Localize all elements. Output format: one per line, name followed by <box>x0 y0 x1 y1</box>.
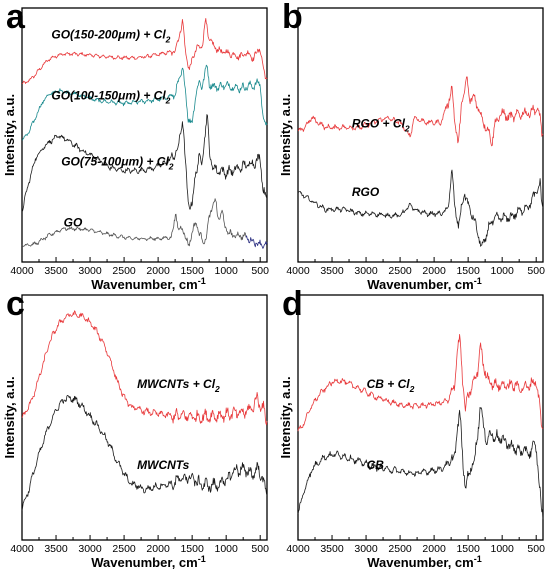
x-tick-label: 2500 <box>112 265 136 277</box>
plot-frame <box>21 7 268 263</box>
series-label: GO(100-150μm) + Cl2 <box>51 88 170 105</box>
x-tick-label: 500 <box>251 265 269 277</box>
x-tick-label: 3500 <box>44 265 68 277</box>
y-axis-title: Intensity, a.u. <box>2 376 17 458</box>
spectrum-line <box>21 64 268 141</box>
x-tick-label: 500 <box>527 265 545 277</box>
x-tick-label: 2000 <box>422 265 446 277</box>
x-tick-label: 1000 <box>214 543 238 555</box>
spectrum-line <box>297 333 544 432</box>
plot-frame <box>297 294 544 541</box>
x-tick-label: 1000 <box>490 543 514 555</box>
panel-letter: b <box>282 0 303 36</box>
x-tick-label: 4000 <box>286 265 310 277</box>
x-tick-label: 2500 <box>112 543 136 555</box>
spectrum-line <box>22 17 268 84</box>
series-label: GO <box>64 215 83 229</box>
x-tick-label: 1500 <box>180 265 204 277</box>
panel-a: 4000 3500 3000 2500 2000 1500 1000 500 Wavenumbe… <box>2 0 269 292</box>
series-label: GO(75-100μm) + Cl2 <box>61 154 174 171</box>
spectrum-line <box>21 114 268 212</box>
spectrum-line-tail <box>245 235 268 249</box>
x-axis-title: Wavenumber, cm-1 <box>367 276 481 292</box>
spectrum-line <box>21 198 247 247</box>
x-tick-label: 3500 <box>44 543 68 555</box>
spectrum-line <box>297 406 544 520</box>
panel-letter: d <box>282 285 303 323</box>
x-tick-label: 4000 <box>286 543 310 555</box>
x-tick-label: 2000 <box>146 543 170 555</box>
spectrum-line <box>297 169 544 247</box>
series-label: MWCNTs <box>137 458 190 472</box>
series-label: MWCNTs + Cl2 <box>137 377 220 394</box>
series-label: RGO + Cl2 <box>352 116 410 133</box>
x-tick-label: 4000 <box>10 543 34 555</box>
panel-c: 4000 3500 3000 2500 2000 1500 1000 500 Wavenumbe… <box>2 285 269 570</box>
x-tick-label: 4000 <box>10 265 34 277</box>
x-tick-label: 3000 <box>78 265 102 277</box>
x-tick-label: 1000 <box>490 265 514 277</box>
x-tick-label: 500 <box>251 543 269 555</box>
plot-frame <box>297 7 544 263</box>
series-label: GO(150-200μm) + Cl2 <box>51 27 170 44</box>
x-tick-label: 2500 <box>388 265 412 277</box>
x-tick-label: 2500 <box>388 543 412 555</box>
x-tick-label: 500 <box>527 543 545 555</box>
x-tick-label: 2000 <box>422 543 446 555</box>
spectrum-line <box>21 394 268 511</box>
panel-d: 4000 3500 3000 2500 2000 1500 1000 500 Wavenumbe… <box>278 285 545 570</box>
x-axis-title: Wavenumber, cm-1 <box>91 554 205 570</box>
panel-letter: c <box>6 285 25 323</box>
spectrum-line <box>297 76 544 147</box>
x-tick-label: 3000 <box>78 543 102 555</box>
x-tick-label: 3500 <box>320 265 344 277</box>
x-axis-title: Wavenumber, cm-1 <box>91 276 205 292</box>
y-axis-title: Intensity, a.u. <box>278 376 293 458</box>
x-tick-label: 1500 <box>180 543 204 555</box>
y-axis-title: Intensity, a.u. <box>278 94 293 176</box>
x-tick-label: 3000 <box>354 543 378 555</box>
x-tick-label: 1500 <box>456 265 480 277</box>
x-axis-title: Wavenumber, cm-1 <box>367 554 481 570</box>
series-label: RGO <box>352 185 380 199</box>
panel-letter: a <box>6 0 26 36</box>
series-label: CB <box>367 458 385 472</box>
series-label: CB + Cl2 <box>367 377 415 394</box>
x-tick-label: 2000 <box>146 265 170 277</box>
x-tick-label: 3000 <box>354 265 378 277</box>
x-tick-label: 3500 <box>320 543 344 555</box>
y-axis-title: Intensity, a.u. <box>2 94 17 176</box>
spectrum-line <box>21 310 268 426</box>
panel-b: 4000 3500 3000 2500 2000 1500 1000 500 Wavenumbe… <box>278 0 545 292</box>
x-tick-label: 1000 <box>214 265 238 277</box>
x-tick-label: 1500 <box>456 543 480 555</box>
